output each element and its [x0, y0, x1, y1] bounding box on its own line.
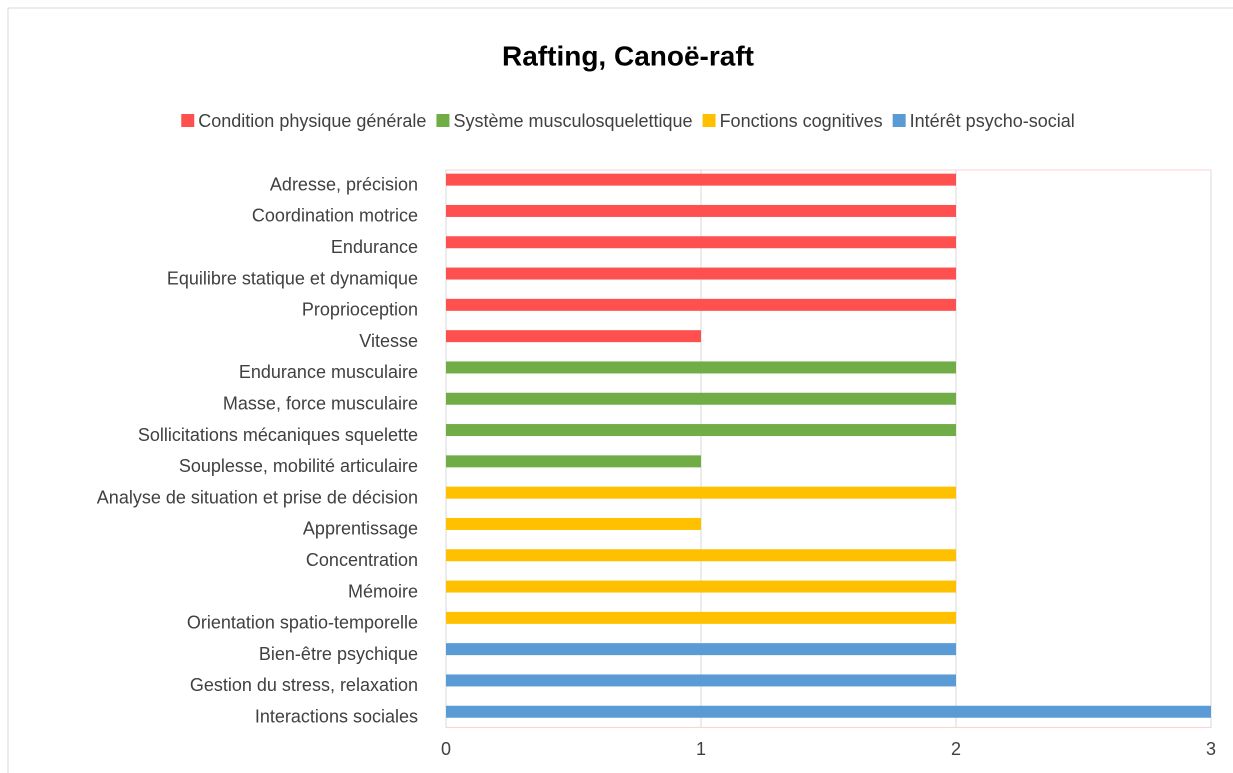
- y-tick-label: Endurance musculaire: [239, 362, 418, 382]
- bar: [446, 705, 1211, 718]
- bar: [446, 674, 956, 687]
- bar: [446, 236, 956, 249]
- bar: [446, 486, 956, 499]
- y-tick-label: Souplesse, mobilité articulaire: [179, 456, 418, 476]
- bar: [446, 173, 956, 186]
- y-tick-label: Gestion du stress, relaxation: [190, 675, 418, 695]
- bar: [446, 204, 956, 217]
- bar: [446, 330, 701, 343]
- y-tick-label: Interactions sociales: [255, 707, 418, 727]
- bar: [446, 298, 956, 311]
- bar: [446, 517, 701, 530]
- y-tick-label: Orientation spatio-temporelle: [187, 613, 418, 633]
- y-tick-label: Endurance: [331, 237, 418, 257]
- y-tick-label: Masse, force musculaire: [223, 394, 418, 414]
- legend-swatch: [892, 114, 906, 127]
- legend-swatch: [181, 114, 195, 127]
- y-tick-label: Proprioception: [302, 300, 418, 320]
- bar: [446, 424, 956, 437]
- bar: [446, 580, 956, 593]
- y-tick-label: Adresse, précision: [270, 174, 418, 194]
- y-tick-label: Analyse de situation et prise de décisio…: [97, 487, 418, 507]
- y-tick-label: Coordination motrice: [252, 206, 418, 226]
- legend-label: Système musculosquelettique: [453, 111, 692, 131]
- y-tick-label: Sollicitations mécaniques squelette: [138, 425, 418, 445]
- x-tick-label: 3: [1206, 739, 1216, 759]
- y-tick-label: Bien-être psychique: [259, 644, 418, 664]
- chart-title: Rafting, Canoë-raft: [502, 40, 754, 71]
- legend-label: Fonctions cognitives: [720, 111, 883, 131]
- y-tick-label: Concentration: [306, 550, 418, 570]
- bar: [446, 392, 956, 405]
- chart-frame: [7, 7, 1233, 773]
- bar: [446, 361, 956, 374]
- y-tick-label: Vitesse: [359, 331, 418, 351]
- x-tick-label: 0: [441, 739, 451, 759]
- bar: [446, 611, 956, 624]
- y-tick-label: Equilibre statique et dynamique: [167, 268, 418, 288]
- x-tick-label: 1: [696, 739, 706, 759]
- bar: [446, 549, 956, 562]
- y-tick-label: Apprentissage: [303, 519, 418, 539]
- x-tick-label: 2: [951, 739, 961, 759]
- bar: [446, 267, 956, 280]
- bar: [446, 643, 956, 656]
- legend-label: Intérêt psycho-social: [910, 111, 1075, 131]
- legend-label: Condition physique générale: [198, 111, 426, 131]
- legend-swatch: [702, 114, 716, 127]
- y-tick-label: Mémoire: [348, 581, 418, 601]
- bar: [446, 455, 701, 468]
- legend-swatch: [436, 114, 450, 127]
